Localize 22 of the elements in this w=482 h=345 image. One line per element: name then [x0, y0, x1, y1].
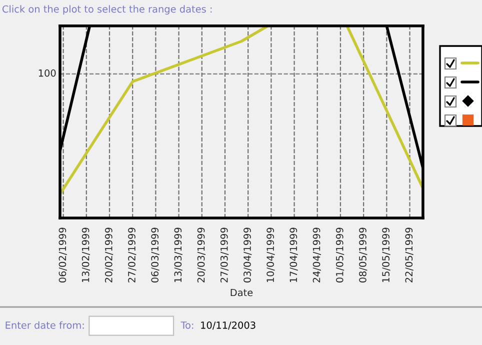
- text: 100: [38, 69, 56, 77]
- text: 10/11/2003: [201, 321, 256, 330]
- text: To:: [180, 322, 194, 329]
- x-tick-label: 20/03/1999: [197, 228, 206, 282]
- x-tick-label: 17/04/1999: [290, 228, 298, 282]
- x-tick-label: 01/05/1999: [336, 228, 344, 282]
- x-tick-label: 24/04/1999: [312, 228, 321, 282]
- x-tick-label: 03/04/1999: [244, 228, 252, 282]
- x-tick-label: 13/02/1999: [82, 228, 90, 282]
- x-axis-title: Date: [230, 288, 253, 296]
- x-tick-label: 15/05/1999: [382, 228, 390, 282]
- x-tick-label: 06/02/1999: [58, 228, 67, 282]
- x-tick-label: 27/03/1999: [220, 228, 229, 282]
- x-tick-label: 22/05/1999: [405, 228, 414, 282]
- x-tick-label: 10/04/1999: [266, 228, 275, 282]
- x-tick-label: 13/03/1999: [174, 228, 182, 282]
- chart-title: Click on the plot to select the range dates :: [2, 5, 212, 15]
- text: Enter date from:: [6, 321, 84, 329]
- x-tick-label: 20/02/1999: [104, 228, 114, 282]
- x-tick-label: 27/02/1999: [128, 228, 136, 282]
- x-tick-label: 06/03/1999: [151, 228, 160, 282]
- x-tick-label: 08/05/1999: [359, 228, 368, 282]
